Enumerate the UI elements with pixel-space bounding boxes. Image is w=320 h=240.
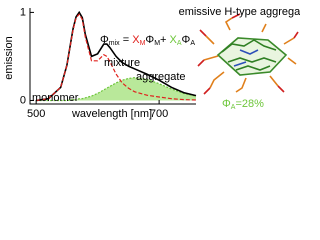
line: [35, 10, 197, 102]
formula-part: Φ: [222, 98, 231, 110]
chart: emissive H-type aggregate wavelength [nm…: [3, 6, 300, 120]
formula-part: M: [140, 40, 146, 47]
molecule-rings: [221, 39, 277, 71]
line: [36, 76, 197, 102]
quantum-yield: ΦA=28%: [222, 98, 264, 111]
y-tick-label: 0: [20, 94, 26, 106]
molecule-illustration: [197, 13, 299, 95]
x-tick-label: 700: [150, 108, 168, 120]
formula-part: Φ: [182, 34, 191, 46]
formula: Φmix = XMΦM+ XAΦA: [100, 34, 195, 47]
molecule-bonds: [233, 49, 259, 67]
formula-part: A: [177, 40, 182, 47]
formula-part: X: [132, 34, 140, 46]
formula-part: M: [154, 40, 160, 47]
line: [36, 13, 197, 102]
chart-title: emissive H-type aggregate: [179, 6, 300, 18]
formula-part: mix: [109, 40, 120, 47]
molecule-core: [216, 37, 288, 76]
formula-part: A: [231, 104, 236, 111]
molecule-atoms: [197, 13, 299, 95]
formula-part: =: [120, 34, 133, 46]
formula-part: Φ: [100, 34, 109, 46]
molecule-chains: [203, 17, 297, 93]
area: [36, 77, 196, 101]
series-label: monomer: [32, 92, 79, 104]
formula-part: Φ: [145, 34, 154, 46]
axis-frame: [29, 8, 196, 105]
formula-part: X: [170, 34, 178, 46]
y-tick-label: 1: [20, 6, 26, 18]
x-axis-label: wavelength [nm]: [71, 108, 152, 120]
formula-part: +: [160, 34, 169, 46]
formula-part: =28%: [235, 98, 264, 110]
x-tick-label: 500: [27, 108, 45, 120]
formula-part: A: [190, 40, 195, 47]
series-label: aggregate: [136, 71, 186, 83]
series-label: mixture: [104, 57, 140, 69]
y-axis-label: emission: [3, 36, 15, 79]
